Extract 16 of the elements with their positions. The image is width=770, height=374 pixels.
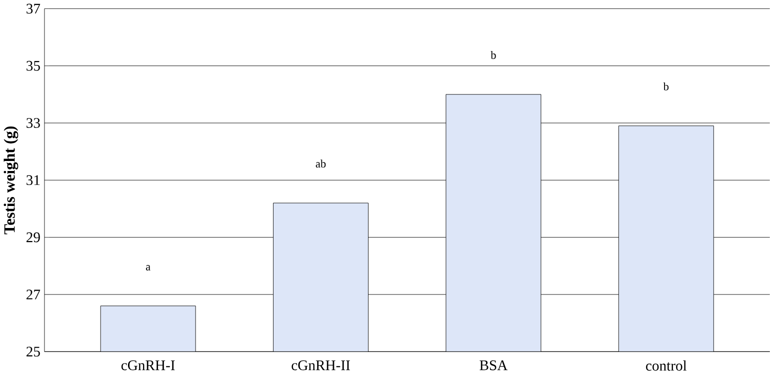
y-tick-label: 27 [26, 289, 40, 300]
x-tick-label: control [646, 360, 687, 370]
x-tick-label: BSA [480, 360, 508, 370]
y-tick-label: 31 [26, 175, 40, 185]
y-tick-label: 37 [26, 4, 40, 14]
y-tick-label: 25 [26, 346, 40, 356]
annotation: b [663, 82, 669, 90]
x-tick-label: cGnRH-I [121, 360, 175, 370]
y-axis-title: Testis weight (g) [4, 126, 18, 234]
x-tick-label: cGnRH-II [292, 360, 350, 370]
y-tick-label: 29 [26, 232, 40, 242]
y-tick-label: 33 [26, 118, 40, 128]
annotation: b [490, 50, 496, 59]
annotation: a [146, 264, 150, 270]
annotation: ab [316, 159, 326, 168]
y-tick-label: 35 [26, 60, 40, 71]
